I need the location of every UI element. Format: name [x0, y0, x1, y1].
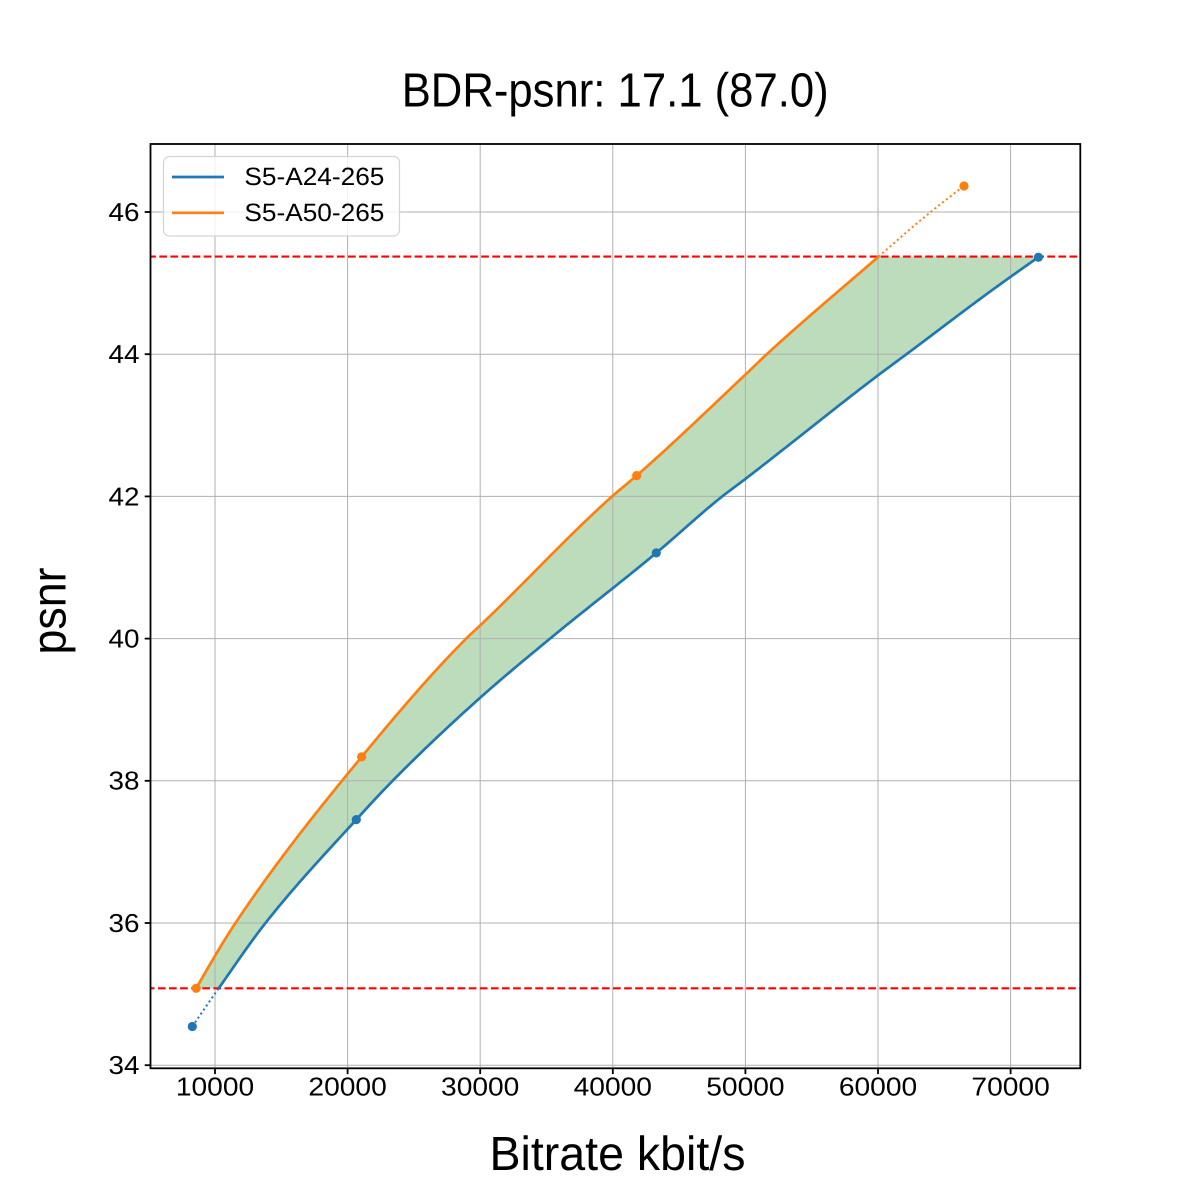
svg-text:42: 42 — [109, 481, 140, 511]
svg-text:34: 34 — [109, 1050, 140, 1080]
svg-text:psnr: psnr — [24, 567, 77, 654]
svg-text:50000: 50000 — [706, 1072, 784, 1102]
svg-text:38: 38 — [109, 766, 140, 796]
svg-text:Bitrate kbit/s: Bitrate kbit/s — [490, 1128, 746, 1181]
svg-text:40000: 40000 — [574, 1072, 652, 1102]
svg-text:S5-A50-265: S5-A50-265 — [244, 199, 384, 227]
svg-text:40: 40 — [109, 624, 140, 654]
svg-text:10000: 10000 — [176, 1072, 254, 1102]
svg-text:46: 46 — [109, 197, 140, 227]
svg-text:44: 44 — [109, 339, 140, 369]
svg-text:30000: 30000 — [441, 1072, 519, 1102]
svg-text:36: 36 — [109, 908, 140, 938]
svg-text:BDR-psnr: 17.1 (87.0): BDR-psnr: 17.1 (87.0) — [402, 64, 829, 117]
svg-text:60000: 60000 — [839, 1072, 917, 1102]
svg-text:S5-A24-265: S5-A24-265 — [244, 163, 384, 191]
svg-text:70000: 70000 — [971, 1072, 1049, 1102]
svg-text:20000: 20000 — [308, 1072, 386, 1102]
